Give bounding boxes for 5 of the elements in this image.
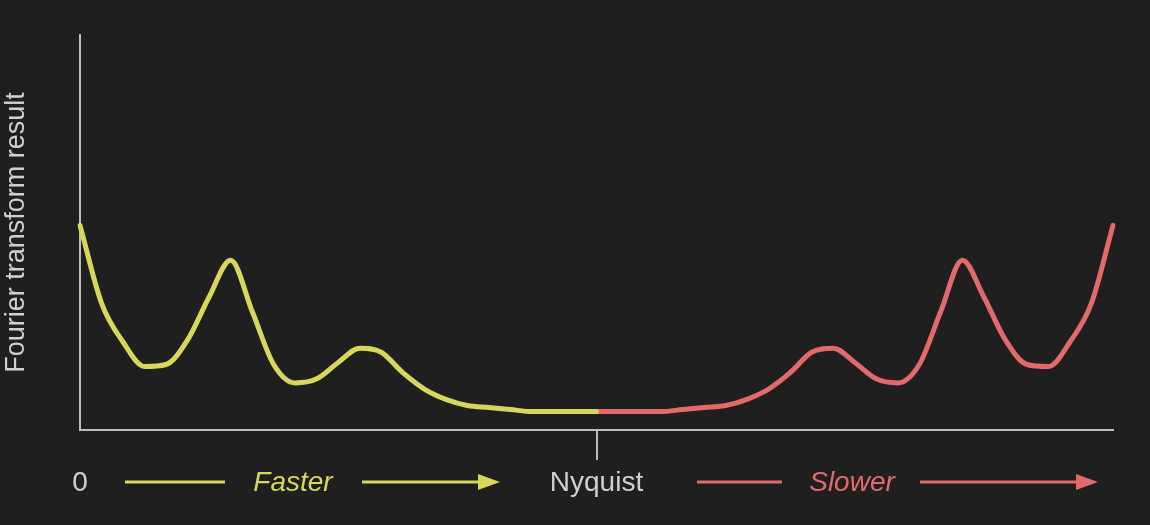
x-tick-label: 0	[72, 465, 88, 497]
text: Faster	[252, 465, 335, 499]
y-axis-title: Fourier transform result	[0, 91, 30, 373]
text: Slower	[808, 465, 897, 499]
x-tick-label: Nyquist	[549, 465, 644, 497]
